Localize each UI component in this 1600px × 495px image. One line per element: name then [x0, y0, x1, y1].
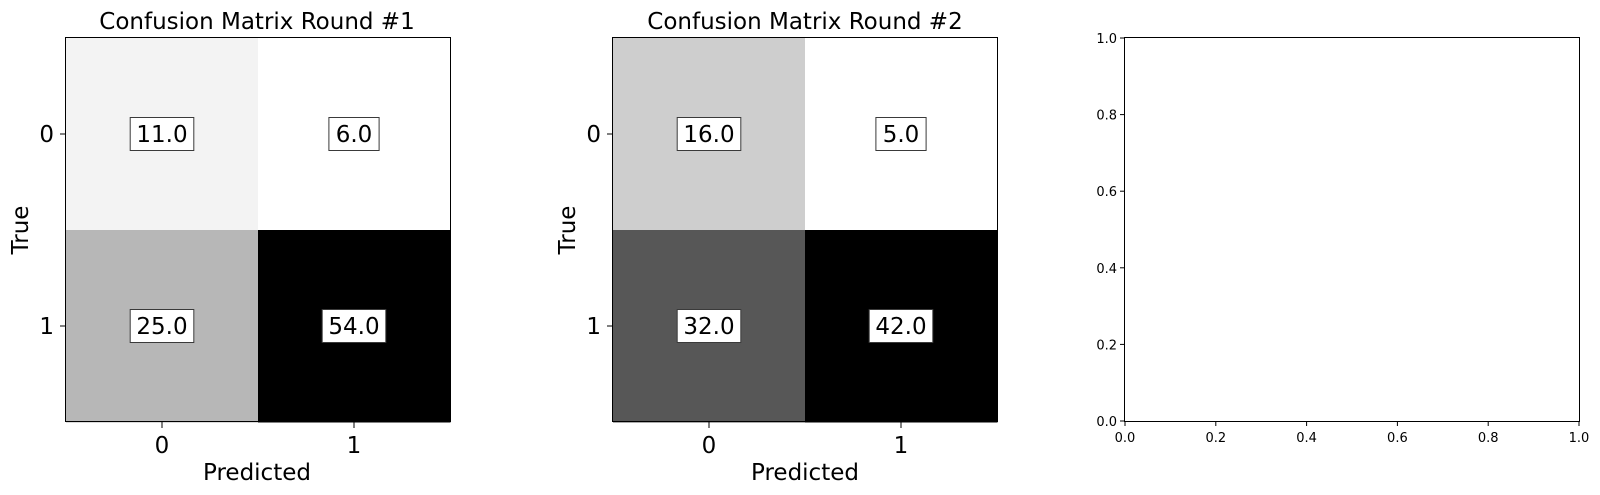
- panel-2-cell-label-0-1: 5.0: [883, 122, 920, 148]
- empty-axes-xtick-label-2: 0.4: [1296, 431, 1317, 446]
- empty-axes-xtick-label-5: 1.0: [1569, 431, 1590, 446]
- panel-2-cell-label-1-0: 32.0: [683, 314, 734, 340]
- panel-2-cell-label-0-0: 16.0: [683, 122, 734, 148]
- panel-2-cell-label-box-1-0: [676, 309, 742, 343]
- panel-1-xtick-label-0: 0: [155, 433, 170, 459]
- panel-1-xlabel: Predicted: [203, 460, 311, 486]
- panel-1-cells: [66, 38, 451, 423]
- panel-1-ylabel: True: [8, 206, 34, 256]
- panel-1-cell-label-box-1-1: [321, 309, 387, 343]
- empty-axes-xtick-label-3: 0.6: [1387, 431, 1408, 446]
- panel-1-ytick-label-1: 1: [39, 314, 54, 340]
- panel-1-cell-label-box-0-1: [328, 117, 380, 151]
- panel-2-xtick-label-0: 0: [702, 433, 717, 459]
- confusion-matrix-panel-2: Confusion Matrix Round #2 16.0 5.0 32.0 42.…: [555, 9, 998, 486]
- panel-1-xtick-label-1: 1: [347, 433, 362, 459]
- empty-axes-ticks: 0.0 0.2 0.4 0.6 0.8 1.0 0.0 0.2 0.4 0.6 0.8 1.0: [1096, 32, 1589, 446]
- panel-2-cell-label-box-0-1: [875, 117, 927, 151]
- panel-1-cell-label-box-1-0: [129, 309, 195, 343]
- panel-2-ytick-label-0: 0: [586, 122, 601, 148]
- panel-1-cell-label-1-0: 25.0: [136, 314, 187, 340]
- panel-2-xtick-label-1: 1: [894, 433, 909, 459]
- panel-2-ticks: 0 1 0 1: [586, 122, 908, 459]
- panel-1-title: Confusion Matrix Round #1: [99, 9, 414, 35]
- empty-axes-ytick-label-2: 0.4: [1096, 262, 1117, 277]
- panel-1-ytick-label-0: 0: [39, 122, 54, 148]
- empty-axes-ytick-label-0: 0.0: [1096, 415, 1117, 430]
- empty-axes-ytick-label-5: 1.0: [1096, 32, 1117, 47]
- panel-1-cell-labels: 11.0 6.0 25.0 54.0: [129, 117, 387, 343]
- empty-axes-ytick-label-3: 0.6: [1096, 185, 1117, 200]
- panel-1-cell-label-0-0: 11.0: [136, 122, 187, 148]
- panel-2-cell-label-box-0-0: [676, 117, 742, 151]
- empty-axes-frame: [1124, 37, 1580, 422]
- panel-1-frame: [65, 37, 451, 422]
- empty-axes-xtick-label-4: 0.8: [1478, 431, 1499, 446]
- empty-axes-ytick-label-1: 0.2: [1096, 338, 1117, 353]
- panel-2-cell-label-1-1: 42.0: [875, 314, 926, 340]
- empty-axes-xtick-label-1: 0.2: [1205, 431, 1226, 446]
- panel-1-cell-label-0-1: 6.0: [336, 122, 373, 148]
- panel-1-cell-label-1-1: 54.0: [328, 314, 379, 340]
- panel-2-ytick-label-1: 1: [586, 314, 601, 340]
- panel-2-title: Confusion Matrix Round #2: [647, 9, 962, 35]
- panel-2-cells: [613, 38, 998, 423]
- panel-1-ticks: 0 1 0 1: [39, 122, 361, 459]
- panel-2-ylabel: True: [555, 206, 581, 256]
- panel-2-xlabel: Predicted: [751, 460, 859, 486]
- empty-axes-xtick-label-0: 0.0: [1115, 431, 1136, 446]
- confusion-matrix-panel-1: Confusion Matrix Round #1 11.0 6.0 25.0 54.…: [8, 9, 451, 486]
- empty-axes-panel: 0.0 0.2 0.4 0.6 0.8 1.0 0.0 0.2 0.4 0.6 0.8 1.0: [1096, 32, 1589, 446]
- panel-1-cell-label-box-0-0: [129, 117, 195, 151]
- panel-2-frame: [612, 37, 998, 422]
- panel-2-cell-label-box-1-1: [868, 309, 934, 343]
- panel-2-cell-labels: 16.0 5.0 32.0 42.0: [676, 117, 934, 343]
- empty-axes-ytick-label-4: 0.8: [1096, 109, 1117, 124]
